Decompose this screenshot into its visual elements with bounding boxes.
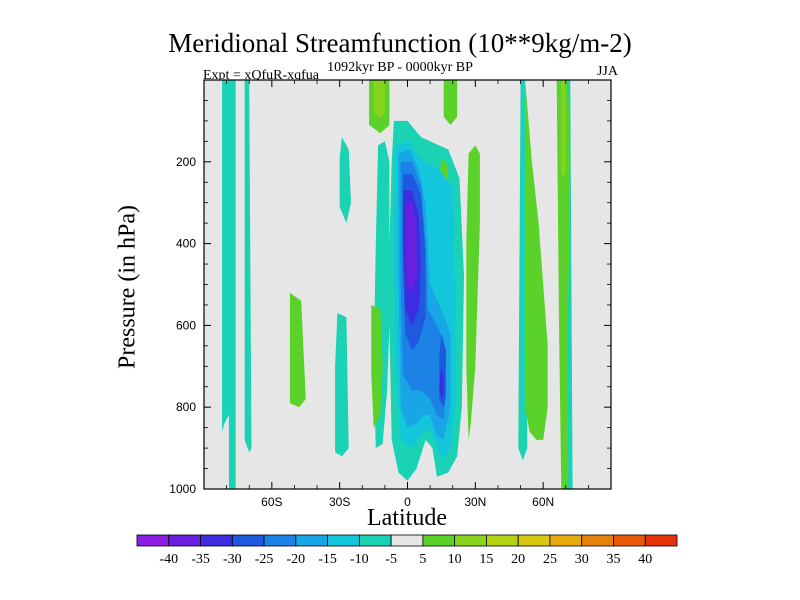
contour-region-2 <box>335 313 349 457</box>
contour-region-1 <box>244 80 252 453</box>
colorbar-label: -10 <box>350 552 369 567</box>
chart-subtitle: 1092kyr BP - 0000kyr BP <box>327 60 473 75</box>
x-tick-label: 60S <box>261 495 282 509</box>
contour-region-13 <box>466 145 480 440</box>
colorbar-label: -40 <box>159 552 178 567</box>
contour-region-6 <box>518 80 528 461</box>
x-tick-label: 30S <box>329 495 350 509</box>
contour-region-14 <box>516 80 548 440</box>
season-label: JJA <box>596 64 618 79</box>
contour-region-0 <box>222 80 236 489</box>
colorbar-box-1 <box>168 534 201 547</box>
contour-region-11 <box>443 80 458 125</box>
colorbar-box-15 <box>613 534 646 547</box>
colorbar-box-2 <box>200 534 233 547</box>
colorbar-box-5 <box>295 534 328 547</box>
contour-region-3 <box>339 137 351 224</box>
chart-title: Meridional Streamfunction (10**9kg/m-2) <box>168 28 632 58</box>
colorbar-label: 35 <box>606 552 620 567</box>
experiment-label: Expt = xQfuR-xqfua <box>203 68 319 83</box>
colorbar-box-10 <box>454 534 487 547</box>
colorbar-label: 15 <box>479 552 493 567</box>
colorbar-label: -25 <box>255 552 274 567</box>
colorbar-box-13 <box>549 534 583 547</box>
colorbar-box-11 <box>486 534 519 547</box>
x-tick-label: 60N <box>532 495 554 509</box>
colorbar-label: 20 <box>511 552 525 567</box>
colorbar-label: -35 <box>191 552 210 567</box>
colorbar-label: 25 <box>543 552 557 567</box>
x-tick-label: 0 <box>404 495 411 509</box>
colorbar-label: -20 <box>286 552 305 567</box>
contour-region-16 <box>373 80 385 119</box>
colorbar-box-4 <box>263 534 297 547</box>
contour-region-15 <box>556 80 571 489</box>
y-tick-label: 400 <box>176 237 196 251</box>
colorbar-label: 5 <box>419 552 426 567</box>
colorbar-box-6 <box>327 534 360 547</box>
contour-region-24 <box>439 366 444 399</box>
contour-region-10 <box>371 305 383 428</box>
colorbar-label: 40 <box>638 552 652 567</box>
colorbar-box-0 <box>136 534 170 547</box>
contour-region-8 <box>289 292 306 408</box>
colorbar-label: -30 <box>223 552 242 567</box>
colorbar-label: -15 <box>318 552 337 567</box>
colorbar-box-3 <box>231 534 265 547</box>
x-axis-label: Latitude <box>367 505 447 531</box>
colorbar-box-14 <box>581 534 614 547</box>
colorbar-box-9 <box>422 534 456 547</box>
colorbar-label: 10 <box>448 552 462 567</box>
colorbar-box-16 <box>644 534 678 547</box>
colorbar-box-7 <box>358 534 392 547</box>
colorbar-box-8 <box>390 534 424 547</box>
contour-region-17 <box>561 80 566 179</box>
y-tick-label: 1000 <box>169 482 196 496</box>
y-tick-label: 200 <box>176 155 196 169</box>
colorbar-box-12 <box>517 534 551 547</box>
y-tick-label: 800 <box>176 400 196 414</box>
colorbar-label: 30 <box>575 552 589 567</box>
contour-region-25 <box>405 202 417 293</box>
colorbar-label: -5 <box>385 552 397 567</box>
y-tick-label: 600 <box>176 318 196 332</box>
x-tick-label: 30N <box>464 495 486 509</box>
